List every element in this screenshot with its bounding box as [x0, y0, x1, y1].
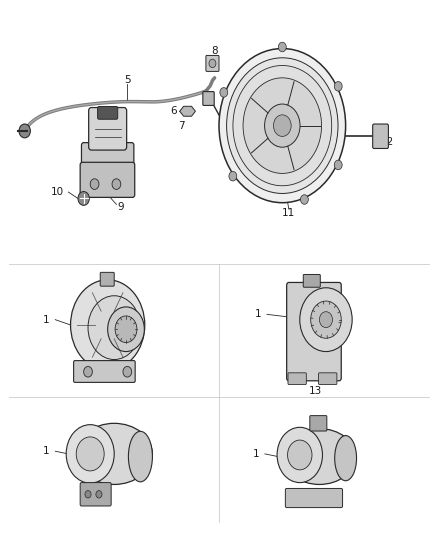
Circle shape	[229, 172, 237, 181]
Text: 12: 12	[381, 136, 394, 147]
FancyBboxPatch shape	[373, 124, 389, 149]
Circle shape	[311, 301, 341, 338]
Circle shape	[76, 437, 104, 471]
Text: 1: 1	[43, 446, 50, 456]
FancyBboxPatch shape	[88, 108, 127, 150]
Circle shape	[243, 78, 321, 173]
FancyBboxPatch shape	[80, 482, 111, 506]
Circle shape	[265, 104, 300, 147]
FancyBboxPatch shape	[287, 282, 341, 381]
Circle shape	[123, 367, 132, 377]
Circle shape	[90, 179, 99, 189]
Text: 5: 5	[124, 76, 131, 85]
Circle shape	[88, 296, 141, 360]
FancyBboxPatch shape	[98, 107, 118, 119]
Circle shape	[112, 179, 121, 189]
FancyBboxPatch shape	[74, 361, 135, 382]
FancyBboxPatch shape	[288, 373, 306, 384]
FancyBboxPatch shape	[100, 272, 114, 286]
Text: 13: 13	[308, 386, 321, 397]
Ellipse shape	[76, 423, 152, 484]
FancyBboxPatch shape	[203, 92, 214, 106]
Circle shape	[108, 307, 145, 352]
Circle shape	[288, 440, 312, 470]
Text: 1: 1	[253, 449, 259, 459]
FancyBboxPatch shape	[286, 488, 343, 507]
Text: 11: 11	[282, 208, 296, 219]
Text: 10: 10	[51, 187, 64, 197]
Circle shape	[19, 124, 30, 138]
Text: 1: 1	[43, 314, 50, 325]
Circle shape	[334, 160, 342, 169]
FancyBboxPatch shape	[303, 274, 320, 287]
Circle shape	[334, 82, 342, 91]
FancyBboxPatch shape	[318, 373, 337, 384]
Circle shape	[84, 367, 92, 377]
Circle shape	[209, 59, 216, 68]
Circle shape	[300, 288, 352, 352]
Circle shape	[78, 191, 89, 205]
Circle shape	[66, 425, 114, 483]
Circle shape	[300, 195, 308, 204]
Circle shape	[71, 280, 145, 370]
Circle shape	[219, 49, 346, 203]
Text: 8: 8	[211, 46, 218, 56]
Circle shape	[115, 316, 137, 343]
Circle shape	[279, 42, 286, 52]
Circle shape	[277, 427, 322, 482]
Circle shape	[85, 490, 91, 498]
Text: 7: 7	[179, 120, 185, 131]
Text: 9: 9	[117, 202, 124, 212]
FancyBboxPatch shape	[81, 143, 134, 169]
Ellipse shape	[283, 429, 356, 484]
Circle shape	[220, 87, 228, 97]
FancyBboxPatch shape	[80, 163, 135, 197]
FancyBboxPatch shape	[206, 55, 219, 71]
Ellipse shape	[335, 435, 357, 481]
Circle shape	[273, 115, 291, 136]
Circle shape	[226, 58, 338, 193]
FancyBboxPatch shape	[310, 416, 327, 431]
Text: 1: 1	[255, 309, 261, 319]
Circle shape	[96, 490, 102, 498]
Circle shape	[319, 312, 332, 328]
Text: 6: 6	[170, 106, 177, 116]
Circle shape	[233, 66, 332, 185]
Ellipse shape	[128, 431, 152, 482]
Polygon shape	[180, 106, 195, 116]
